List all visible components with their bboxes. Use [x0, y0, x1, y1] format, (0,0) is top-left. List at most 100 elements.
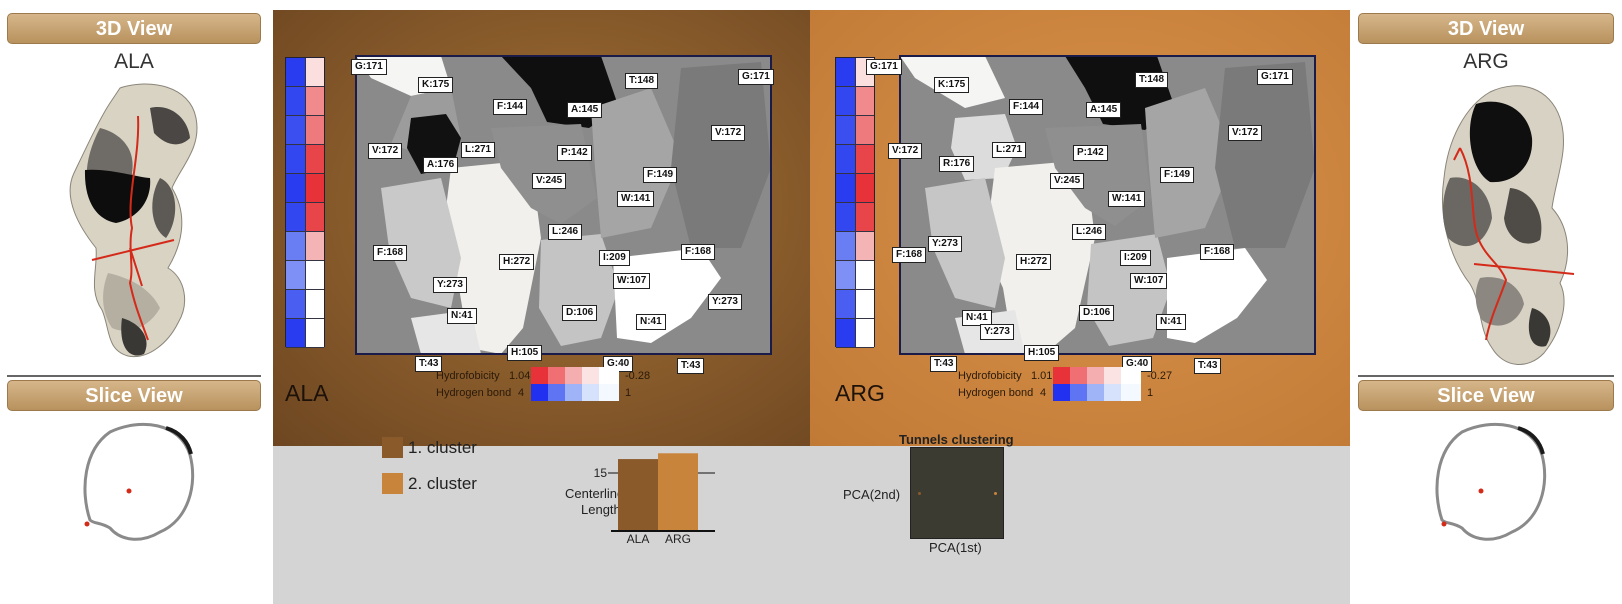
residue-label[interactable]: G:171 [1257, 69, 1293, 85]
residue-label[interactable]: A:176 [423, 157, 459, 173]
pca-point-cluster-1[interactable] [918, 492, 921, 495]
residue-label[interactable]: V:245 [532, 173, 567, 189]
strip-hydro-cell [855, 145, 874, 174]
residue-label[interactable]: F:168 [681, 244, 716, 260]
cluster-1-label[interactable]: 1. cluster [408, 438, 477, 457]
residue-label[interactable]: L:246 [1072, 224, 1107, 240]
cluster-2-label[interactable]: 2. cluster [408, 474, 477, 493]
residue-label[interactable]: R:176 [939, 156, 975, 172]
strip-hbond-cell [836, 87, 855, 116]
residue-label[interactable]: T:43 [930, 356, 958, 372]
ala-panel-name: ALA [285, 380, 329, 406]
bar-tick-label: 15 [594, 466, 608, 480]
right-protein-name: ARG [1463, 50, 1509, 73]
strip-hbond-cell [286, 145, 305, 174]
residue-label[interactable]: D:106 [562, 305, 598, 321]
left-slice-view-header[interactable]: Slice View [7, 380, 261, 411]
residue-label[interactable]: G:171 [866, 59, 902, 75]
residue-label[interactable]: A:145 [1086, 102, 1122, 118]
residue-label[interactable]: T:43 [677, 358, 705, 374]
strip-hydro-cell [305, 290, 324, 319]
residue-label[interactable]: N:41 [636, 314, 666, 330]
strip-hydro-cell [855, 116, 874, 145]
residue-label[interactable]: Y:273 [708, 294, 742, 310]
ala-unfolded-tunnel-map[interactable] [351, 48, 781, 366]
residue-label[interactable]: F:144 [493, 99, 528, 115]
residue-label[interactable]: F:168 [373, 245, 408, 261]
residue-label[interactable]: F:168 [892, 247, 927, 263]
residue-label[interactable]: T:148 [625, 73, 659, 89]
residue-label[interactable]: N:41 [447, 308, 477, 324]
residue-label[interactable]: F:168 [1200, 244, 1235, 260]
left-3d-view-header[interactable]: 3D View [7, 13, 261, 44]
arg-hydro-min: -0.27 [1147, 370, 1173, 382]
residue-label[interactable]: I:209 [599, 250, 630, 266]
residue-label[interactable]: H:105 [1024, 345, 1060, 361]
residue-label[interactable]: V:172 [888, 143, 923, 159]
residue-label[interactable]: V:172 [368, 143, 403, 159]
strip-hydro-cell [855, 174, 874, 203]
residue-label[interactable]: F:149 [643, 167, 678, 183]
residue-label[interactable]: L:271 [992, 142, 1027, 158]
residue-label[interactable]: F:149 [1160, 167, 1195, 183]
residue-label[interactable]: P:142 [557, 145, 592, 161]
residue-label[interactable]: P:142 [1073, 145, 1108, 161]
residue-label[interactable]: L:271 [461, 142, 496, 158]
residue-label[interactable]: I:209 [1120, 250, 1151, 266]
residue-label[interactable]: G:171 [738, 69, 774, 85]
bar-arg[interactable] [658, 453, 698, 531]
residue-label[interactable]: T:43 [1194, 358, 1222, 374]
residue-label[interactable]: K:175 [418, 77, 454, 93]
residue-label[interactable]: V:172 [1228, 125, 1263, 141]
residue-label[interactable]: W:107 [1130, 273, 1168, 289]
ala-hbond-colorbar [531, 384, 619, 401]
cluster-1-swatch[interactable] [382, 437, 403, 458]
residue-label[interactable]: D:106 [1079, 305, 1115, 321]
right-slice-render[interactable] [1422, 420, 1562, 560]
pca-scatter-plot[interactable] [910, 447, 1004, 539]
centerline-length-chart[interactable]: ALA ARG 15 [594, 436, 733, 546]
right-3d-tunnel-render[interactable] [1420, 78, 1610, 374]
residue-label[interactable]: T:43 [415, 356, 443, 372]
residue-label[interactable]: N:41 [962, 310, 992, 326]
residue-label[interactable]: L:246 [548, 224, 583, 240]
strip-hbond-cell [836, 174, 855, 203]
residue-label[interactable]: W:141 [617, 191, 655, 207]
residue-label[interactable]: F:144 [1009, 99, 1044, 115]
residue-label[interactable]: H:272 [499, 254, 535, 270]
strip-hbond-cell [836, 232, 855, 261]
residue-label[interactable]: A:145 [567, 102, 603, 118]
right-3d-view-header[interactable]: 3D View [1358, 13, 1614, 44]
ala-hydro-colorbar [531, 367, 619, 384]
residue-label[interactable]: Y:273 [433, 277, 467, 293]
ala-hbond-max: 4 [518, 387, 525, 399]
residue-label[interactable]: Y:273 [980, 324, 1014, 340]
cluster-2-swatch[interactable] [382, 473, 403, 494]
bar-ala[interactable] [618, 459, 658, 531]
strip-hbond-cell [836, 145, 855, 174]
residue-label[interactable]: T:148 [1135, 72, 1169, 88]
residue-label[interactable]: Y:273 [928, 236, 962, 252]
residue-label[interactable]: W:107 [613, 273, 651, 289]
strip-hydro-cell [305, 319, 324, 348]
residue-label[interactable]: V:172 [711, 125, 746, 141]
residue-label[interactable]: V:245 [1050, 173, 1085, 189]
arg-unfolded-tunnel-map[interactable] [895, 48, 1325, 366]
strip-hydro-cell [855, 290, 874, 319]
left-3d-tunnel-render[interactable] [40, 78, 230, 368]
pca-point-cluster-2[interactable] [994, 492, 997, 495]
strip-hbond-cell [286, 87, 305, 116]
residue-label[interactable]: H:272 [1016, 254, 1052, 270]
residue-label[interactable]: N:41 [1156, 314, 1186, 330]
arg-hbond-min: 1 [1147, 387, 1154, 399]
arg-hydro-max: 1.01 [1031, 370, 1053, 382]
left-slice-render[interactable] [70, 420, 210, 550]
right-slice-view-header[interactable]: Slice View [1358, 380, 1614, 411]
residue-label[interactable]: H:105 [507, 345, 543, 361]
left-protein-name: ALA [114, 50, 154, 73]
bar-chart-ylabel-1: Centerline [565, 486, 625, 501]
pca-ylabel: PCA(2nd) [843, 487, 901, 502]
residue-label[interactable]: W:141 [1108, 191, 1146, 207]
residue-label[interactable]: G:171 [351, 59, 387, 75]
residue-label[interactable]: K:175 [934, 77, 970, 93]
